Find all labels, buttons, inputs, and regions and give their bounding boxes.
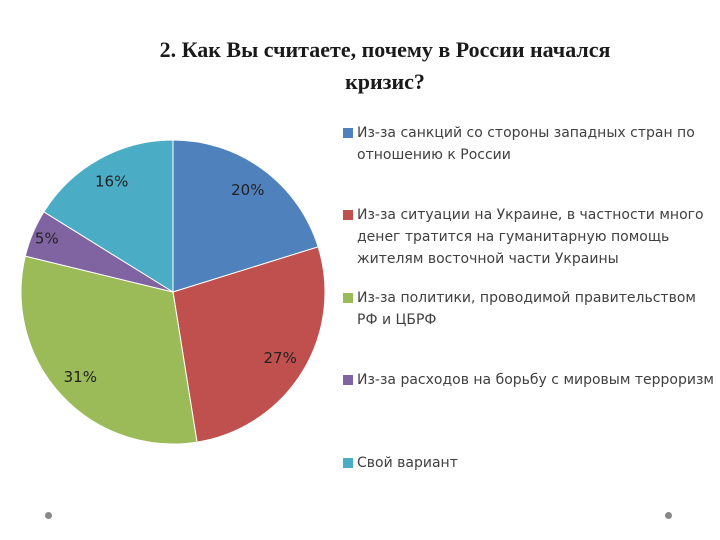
pie-slice [43, 139, 174, 293]
legend-item: Из-за расходов на борьбу с мировым терро… [343, 369, 715, 391]
legend-item: Из-за политики, проводимой правительство… [343, 287, 715, 331]
pie-slice [172, 139, 319, 293]
legend-swatch [343, 458, 353, 468]
data-label: 5% [35, 230, 59, 248]
decor-dot [665, 512, 672, 519]
legend-swatch [343, 128, 353, 138]
legend-label: Из-за санкций со стороны западных стран … [357, 125, 695, 163]
legend-swatch [343, 210, 353, 220]
legend-label: Из-за политики, проводимой правительство… [357, 290, 696, 328]
legend-label: Из-за ситуации на Украине, в частности м… [357, 207, 704, 267]
legend-swatch [343, 375, 353, 385]
legend-item: Из-за санкций со стороны западных стран … [343, 122, 715, 166]
data-label: 27% [264, 349, 297, 367]
legend-swatch [343, 293, 353, 303]
pie-slice [20, 255, 198, 445]
legend-label: Свой вариант [357, 455, 458, 471]
pie-slice [172, 246, 326, 443]
chart-title: 2. Как Вы считаете, почему в России нача… [159, 37, 611, 94]
data-label: 31% [64, 368, 97, 386]
legend-item: Свой вариант [343, 452, 715, 474]
data-label: 20% [231, 181, 264, 199]
data-label: 16% [95, 172, 128, 190]
legend-label: Из-за расходов на борьбу с мировым терро… [357, 372, 714, 388]
legend-item: Из-за ситуации на Украине, в частности м… [343, 204, 715, 270]
decor-dot [45, 512, 52, 519]
